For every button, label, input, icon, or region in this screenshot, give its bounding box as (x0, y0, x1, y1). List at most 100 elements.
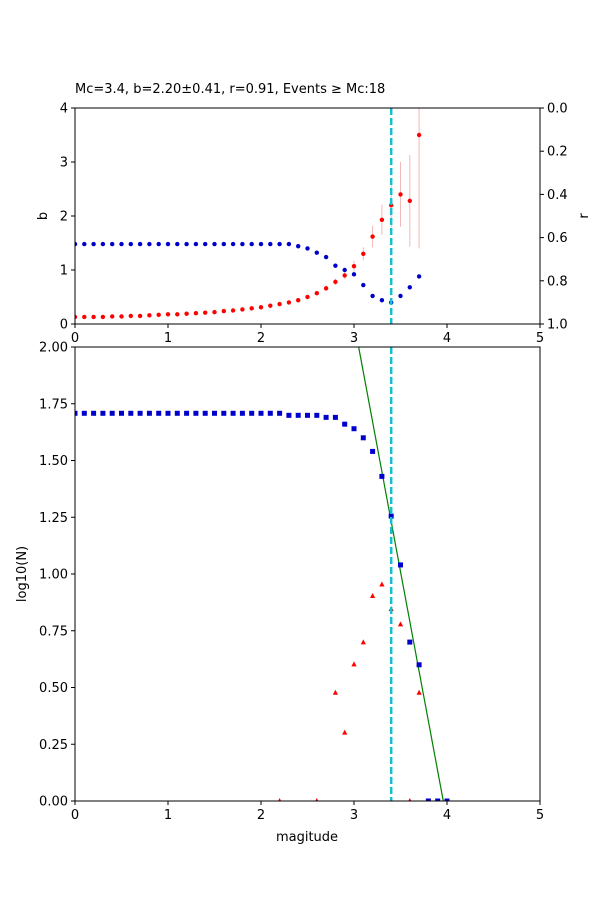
point (305, 412, 310, 418)
point (156, 410, 162, 416)
point (249, 306, 254, 311)
point (221, 308, 226, 314)
point (91, 314, 96, 320)
point (267, 410, 273, 416)
point (137, 410, 143, 416)
y2-axis-label: r (577, 213, 592, 219)
point (444, 798, 450, 801)
point (277, 241, 282, 247)
point (221, 241, 226, 247)
x-tick-label: 2 (257, 331, 265, 346)
point (221, 410, 227, 416)
point (110, 241, 115, 247)
point (314, 250, 319, 255)
point (147, 313, 152, 318)
point (156, 241, 161, 247)
point (286, 300, 292, 305)
point (239, 410, 245, 416)
point (175, 312, 180, 317)
point (315, 798, 319, 801)
point (184, 311, 189, 316)
x-tick-label: 0 (71, 808, 79, 823)
point (100, 410, 106, 416)
point (258, 305, 264, 310)
x-tick-label: 1 (164, 331, 172, 346)
point (165, 241, 171, 247)
point (193, 311, 199, 316)
point (119, 241, 124, 247)
point (342, 273, 347, 278)
point (249, 410, 255, 416)
chart-title: Mc=3.4, b=2.20±0.41, r=0.91, Events ≥ Mc… (75, 82, 385, 97)
point (230, 410, 236, 416)
point (258, 241, 264, 247)
point (408, 798, 412, 801)
point (360, 639, 366, 645)
point (370, 448, 376, 454)
x-tick-label: 3 (350, 331, 358, 346)
point (137, 241, 143, 247)
point (268, 303, 273, 308)
y-tick-label: 2 (60, 210, 68, 225)
x-axis-label: magitude (276, 830, 338, 845)
point (360, 435, 366, 441)
point (230, 241, 236, 247)
point (435, 798, 441, 801)
point (351, 264, 357, 269)
point (156, 312, 161, 318)
point (212, 309, 217, 315)
point (342, 267, 347, 273)
point (305, 246, 310, 251)
point (370, 593, 376, 599)
point (351, 426, 357, 432)
axes-frame (74, 107, 541, 325)
point (174, 410, 180, 416)
point (416, 132, 422, 138)
fit-line (358, 347, 444, 801)
point (128, 241, 133, 247)
y-tick-label: 0.75 (39, 624, 68, 639)
point (379, 581, 385, 587)
point (370, 293, 375, 299)
point (184, 410, 190, 416)
point (100, 241, 106, 247)
y2-tick-label: 1.0 (547, 318, 568, 333)
point (332, 689, 338, 695)
y-tick-label: 3 (60, 156, 68, 171)
plot-area (75, 108, 422, 320)
point (351, 661, 357, 667)
point (278, 798, 282, 801)
point (119, 410, 124, 416)
y-tick-label: 1.25 (39, 511, 68, 526)
y-tick-label: 0 (60, 318, 68, 333)
point (398, 192, 403, 197)
point (212, 241, 217, 247)
point (416, 689, 422, 695)
y2-tick-label: 0.8 (547, 274, 568, 289)
point (146, 410, 152, 416)
x-tick-label: 3 (350, 808, 358, 823)
point (379, 217, 385, 222)
point (296, 298, 301, 303)
point (388, 513, 394, 519)
point (137, 313, 143, 319)
x-tick-label: 2 (257, 808, 265, 823)
plot-area (75, 347, 450, 801)
point (323, 414, 329, 420)
point (230, 308, 236, 313)
y2-tick-label: 0.0 (547, 102, 568, 117)
point (323, 254, 329, 260)
point (351, 272, 357, 277)
y-tick-label: 0.50 (39, 681, 68, 696)
point (407, 285, 412, 290)
x-tick-label: 1 (164, 808, 172, 823)
point (277, 410, 283, 416)
point (314, 412, 320, 418)
point (119, 314, 124, 319)
y-tick-label: 1.00 (39, 568, 68, 583)
point (202, 410, 208, 416)
point (193, 410, 199, 416)
point (296, 244, 301, 249)
y-tick-label: 1.50 (39, 454, 68, 469)
